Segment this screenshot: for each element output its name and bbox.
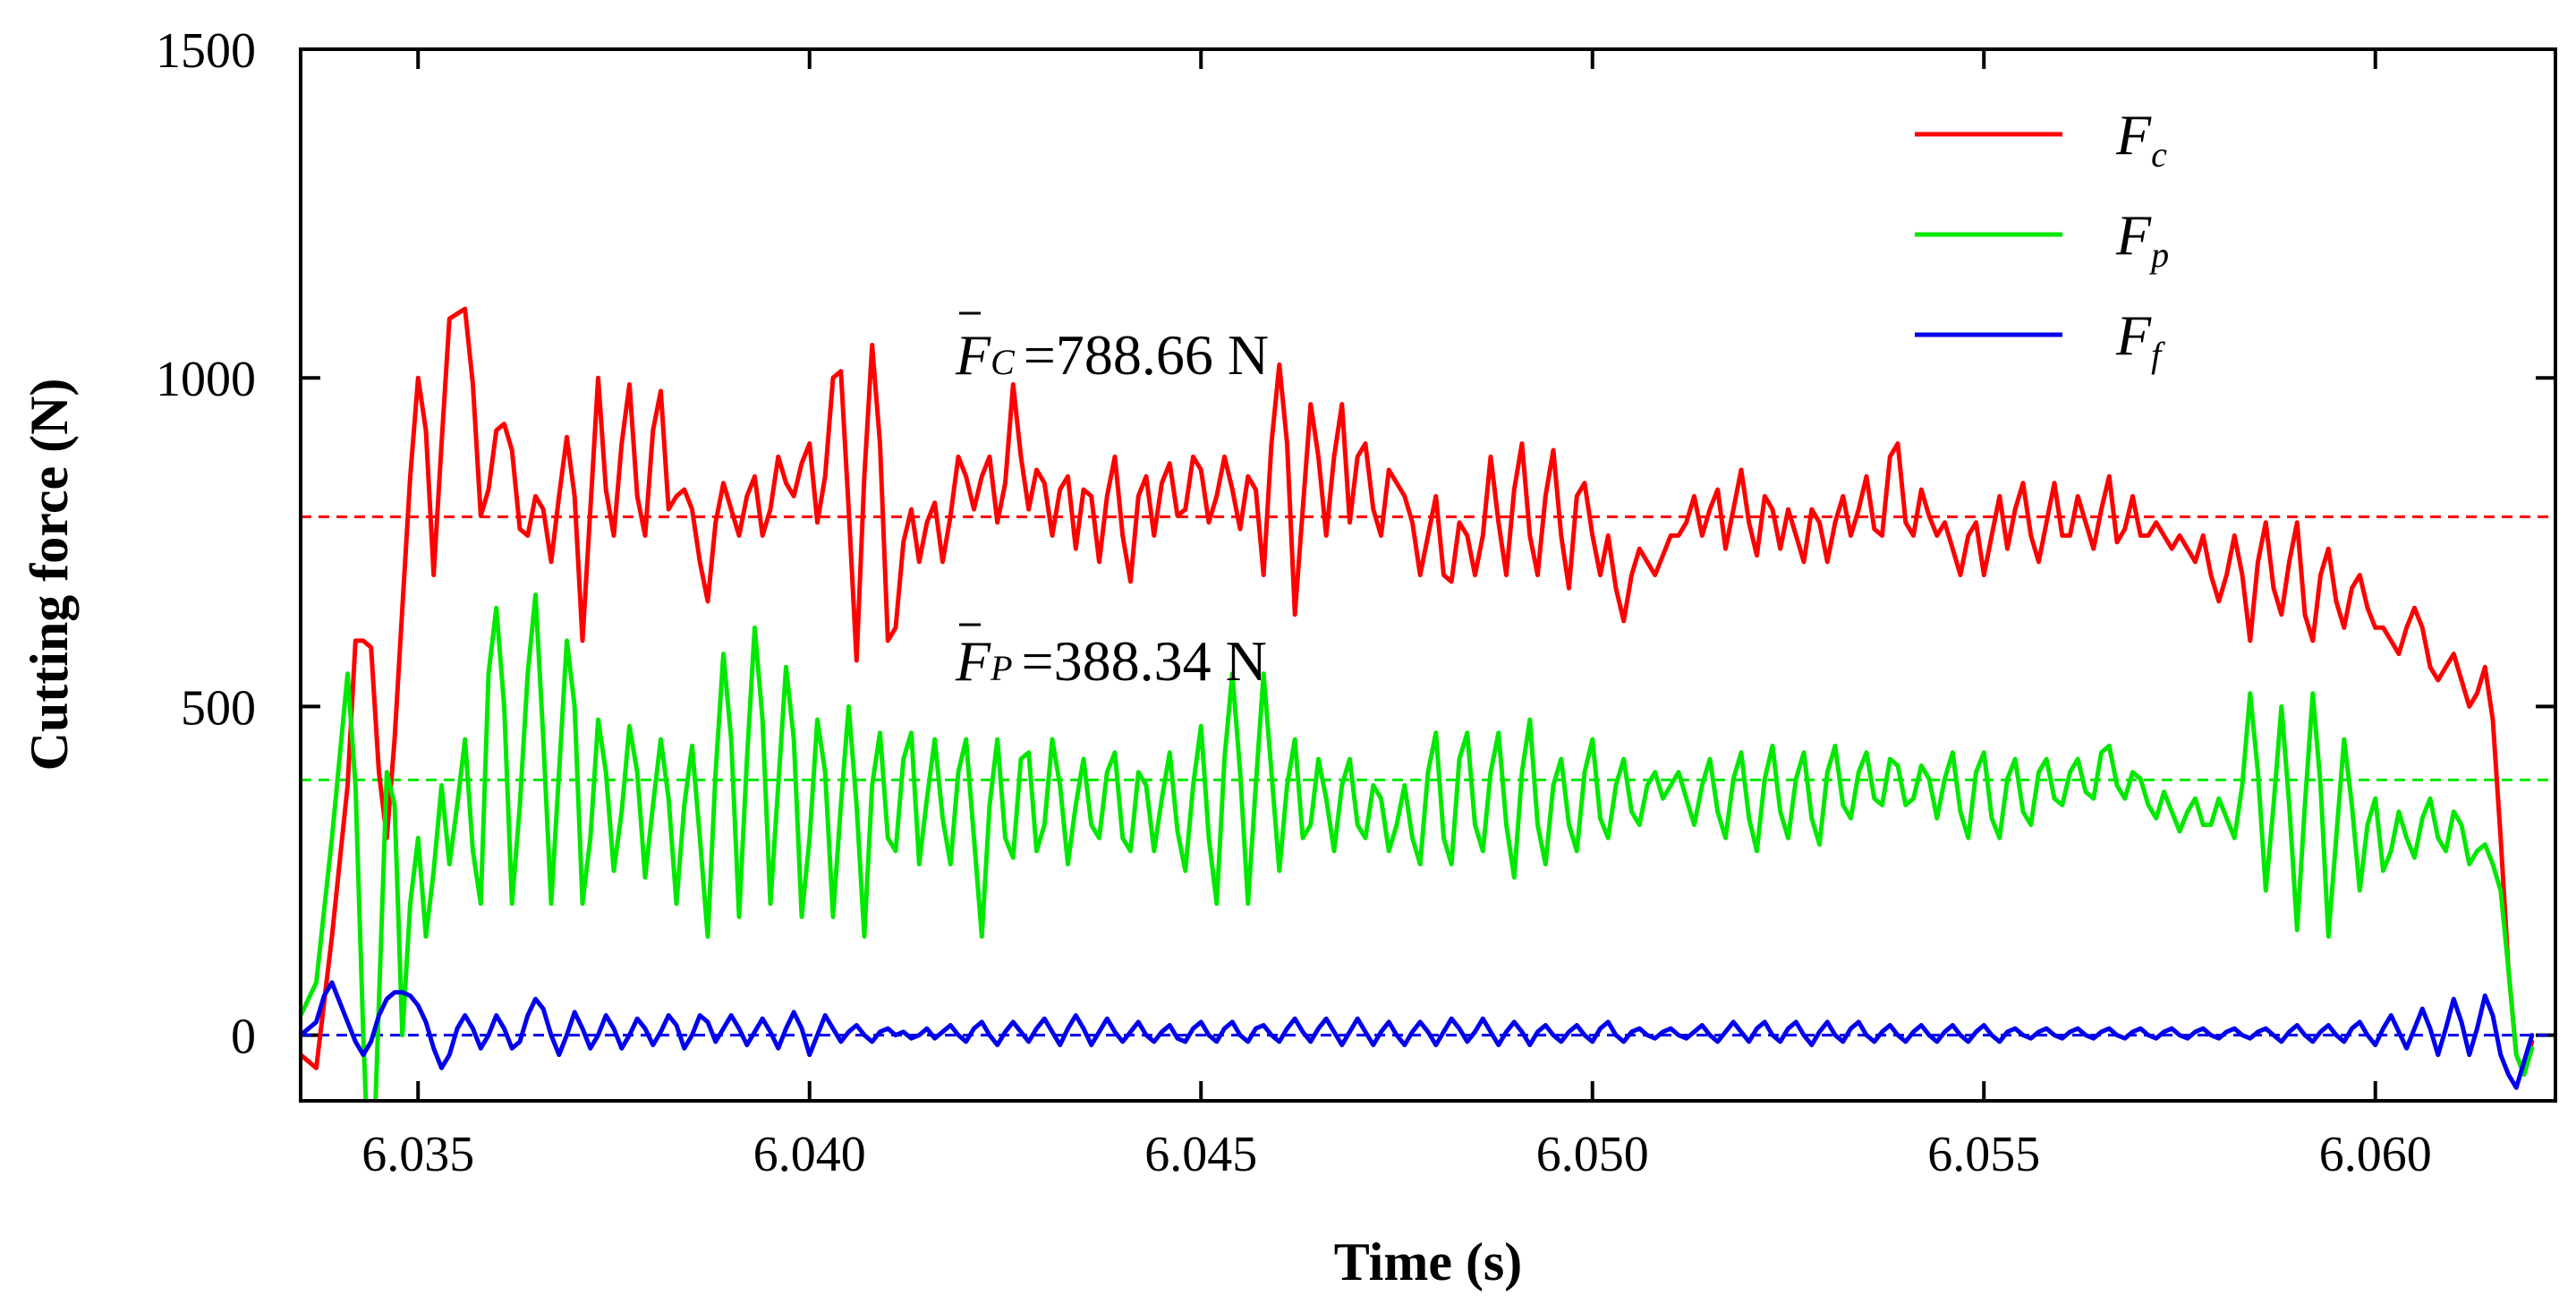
legend-label-ff: Ff (2115, 303, 2165, 375)
y-axis-ticks: 0 500 1000 1500 (156, 23, 2555, 1065)
x-tick-label: 6.055 (1927, 1127, 2040, 1182)
legend-label-fp: Fp (2115, 203, 2169, 275)
y-axis-title: Cutting force (N) (20, 379, 79, 771)
legend-item-fp: Fp (1915, 203, 2169, 275)
plot-frame (299, 47, 2557, 1103)
x-tick-label: 6.040 (753, 1127, 866, 1182)
x-tick-label: 6.035 (361, 1127, 474, 1182)
y-tick-label: 1500 (156, 23, 256, 79)
legend-label-fc: Fc (2115, 103, 2167, 175)
x-tick-label: 6.060 (2319, 1127, 2432, 1182)
series-lines (301, 306, 2535, 1101)
legend: Fc Fp Ff (1915, 103, 2169, 375)
annotation-text-fc: FC =788.66 N (955, 323, 1269, 387)
legend-item-fc: Fc (1915, 103, 2167, 175)
mean-annotation-fc: FC =788.66 N (955, 311, 1269, 387)
series-line-ff (301, 980, 2535, 1090)
mean-annotation-fp: FP =388.34 N (955, 623, 1267, 693)
series-line-fp (301, 592, 2535, 1101)
y-tick-label: 1000 (156, 352, 256, 407)
x-axis-ticks: 6.035 6.040 6.045 6.050 6.055 6.060 (361, 49, 2432, 1182)
annotation-text-fp: FP =388.34 N (955, 629, 1267, 693)
x-tick-label: 6.050 (1536, 1127, 1649, 1182)
legend-item-ff: Ff (1915, 303, 2165, 375)
series-line-fc (301, 306, 2535, 1078)
y-tick-label: 0 (231, 1010, 256, 1065)
x-tick-label: 6.045 (1144, 1127, 1257, 1182)
y-tick-label: 500 (181, 680, 256, 736)
x-axis-title: Time (s) (1334, 1232, 1523, 1291)
